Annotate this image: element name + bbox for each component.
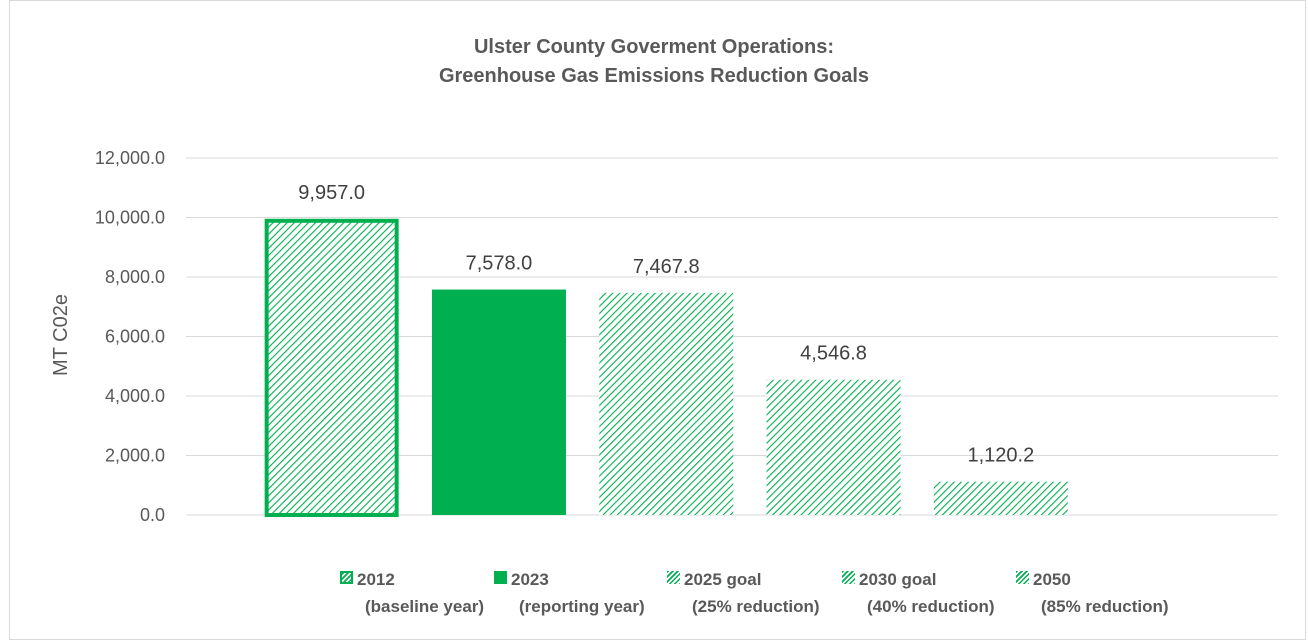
legend-label: 2023 [511, 570, 549, 589]
y-tick-label: 8,000.0 [105, 267, 165, 287]
legend-sublabel: (reporting year) [519, 597, 645, 616]
y-tick-label: 4,000.0 [105, 386, 165, 406]
bar-2023 [431, 289, 566, 515]
data-label: 7,467.8 [633, 256, 700, 278]
plot-area: 9,957.0 7,578.0 7,467.8 4,546.8 1,120.2 0.0 2… [50, 148, 1278, 525]
bars [264, 218, 1068, 518]
bar-2012 [264, 218, 399, 518]
legend-item: 2012 (baseline year) [340, 566, 484, 620]
y-tick-label: 2,000.0 [105, 446, 165, 466]
data-label: 1,120.2 [967, 445, 1034, 467]
legend-swatch [494, 571, 507, 584]
bar-2050 [933, 481, 1068, 515]
legend-label: 2030 goal [859, 570, 937, 589]
legend-label: 2050 [1033, 570, 1071, 589]
data-label: 7,578.0 [466, 253, 533, 275]
legend-sublabel: (85% reduction) [1041, 597, 1169, 616]
data-label: 9,957.0 [298, 182, 365, 204]
data-labels: 9,957.0 7,578.0 7,467.8 4,546.8 1,120.2 [298, 182, 1034, 467]
legend-item: 2030 goal (40% reduction) [842, 566, 995, 620]
chart-title-line-2: Greenhouse Gas Emissions Reduction Goals [438, 65, 870, 87]
legend-swatch [1016, 571, 1029, 584]
y-tick-label: 10,000.0 [95, 208, 165, 228]
y-tick-label: 6,000.0 [105, 327, 165, 347]
legend-label: 2012 [357, 570, 395, 589]
data-label: 4,546.8 [800, 343, 867, 365]
legend-item: 2023 (reporting year) [494, 566, 645, 620]
legend-swatch [340, 571, 353, 584]
legend-sublabel: (40% reduction) [867, 597, 995, 616]
y-tick-label: 0.0 [140, 505, 165, 525]
legend-swatch [667, 571, 680, 584]
legend-item: 2025 goal (25% reduction) [667, 566, 820, 620]
legend-sublabel: (baseline year) [365, 597, 485, 616]
y-tick-label: 12,000.0 [95, 148, 165, 168]
chart-title: Ulster County Goverment Operations: Gree… [0, 33, 1308, 91]
y-axis-title: MT C02e [50, 294, 72, 376]
legend-item: 2050 (85% reduction) [1016, 566, 1169, 620]
bar-2025-goal [599, 292, 734, 515]
legend-sublabel: (25% reduction) [692, 597, 820, 616]
y-tick-labels: 0.0 2,000.0 4,000.0 6,000.0 8,000.0 10,000.0 1… [95, 148, 165, 525]
legend-label: 2025 goal [684, 570, 762, 589]
bar-2030-goal [766, 379, 901, 515]
legend-swatch [842, 571, 855, 584]
chart-title-line-1: Ulster County Goverment Operations: [473, 36, 835, 58]
